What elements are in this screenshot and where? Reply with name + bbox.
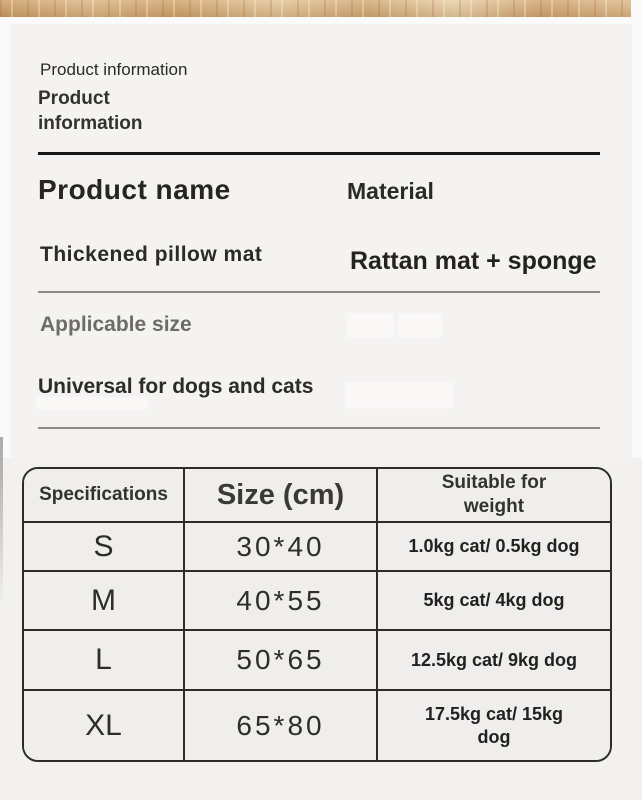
table-cell-weight-m: 5kg cat/ 4kg dog <box>378 572 610 631</box>
erased-text-blob <box>347 313 394 338</box>
applicable-size-label: Applicable size <box>40 313 192 336</box>
table-cell-size-s: 30*40 <box>185 523 378 572</box>
material-label: Material <box>347 178 434 204</box>
size-specifications-table: Specifications Size (cm) Suitable for we… <box>22 467 612 762</box>
erased-text-blob <box>398 313 443 338</box>
table-cell-spec-l: L <box>24 631 185 691</box>
table-cell-weight-xl: 17.5kg cat/ 15kg dog <box>378 691 610 760</box>
material-value: Rattan mat + sponge <box>350 247 597 275</box>
table-cell-weight-xl-text: 17.5kg cat/ 15kg dog <box>424 704 564 747</box>
column-header-weight: Suitable for weight <box>378 469 610 523</box>
table-cell-size-m: 40*55 <box>185 572 378 631</box>
column-header-specifications: Specifications <box>24 469 185 523</box>
applicable-size-value: Universal for dogs and cats <box>38 375 314 398</box>
table-cell-weight-s: 1.0kg cat/ 0.5kg dog <box>378 523 610 572</box>
column-header-size: Size (cm) <box>185 469 378 523</box>
erased-text-blob <box>345 382 453 409</box>
section-overline: Product information <box>40 60 188 79</box>
product-name-value: Thickened pillow mat <box>40 243 263 266</box>
table-cell-spec-s: S <box>24 523 185 572</box>
erased-text-blob <box>36 397 148 410</box>
column-header-weight-text: Suitable for weight <box>441 472 547 517</box>
section-title: Product information <box>38 88 143 134</box>
table-cell-spec-m: M <box>24 572 185 631</box>
wood-texture-bar <box>0 0 631 17</box>
info-panel-background <box>10 24 632 458</box>
divider-bottom <box>38 427 600 429</box>
table-cell-size-l: 50*65 <box>185 631 378 691</box>
table-cell-size-xl: 65*80 <box>185 691 378 760</box>
image-seam-shadow <box>0 437 3 607</box>
product-name-label: Product name <box>38 174 231 205</box>
table-cell-spec-xl: XL <box>24 691 185 760</box>
divider-middle <box>38 291 600 293</box>
divider-top <box>38 152 600 155</box>
table-cell-weight-l: 12.5kg cat/ 9kg dog <box>378 631 610 691</box>
